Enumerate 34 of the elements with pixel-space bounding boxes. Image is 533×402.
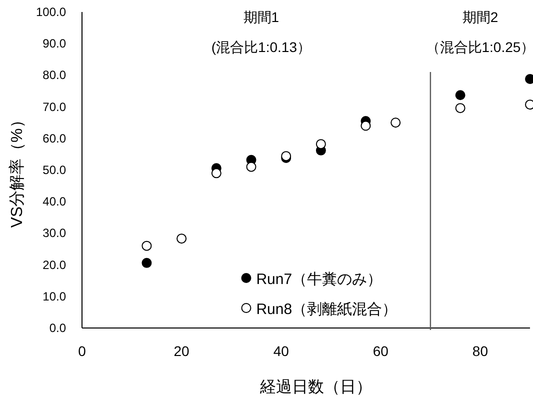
x-tick-label: 0 bbox=[78, 343, 86, 359]
point bbox=[142, 258, 152, 268]
point bbox=[455, 90, 466, 100]
x-tick-label: 80 bbox=[472, 343, 488, 359]
annotation: 期間2 bbox=[462, 9, 498, 25]
y-tick-label: 10.0 bbox=[42, 289, 66, 304]
y-tick-label: 80.0 bbox=[42, 68, 66, 82]
y-tick-label: 40.0 bbox=[42, 194, 66, 209]
point bbox=[211, 168, 222, 178]
y-tick-label: 50.0 bbox=[42, 163, 66, 177]
point bbox=[360, 120, 371, 131]
y-tick-label: 30.0 bbox=[42, 226, 66, 240]
y-tick-label: 100.0 bbox=[36, 5, 66, 19]
annotation: （混合比1:0.25） bbox=[426, 39, 533, 55]
y-axis-title: VS分解率（%） bbox=[8, 112, 26, 228]
point bbox=[246, 162, 256, 172]
y-tick-label: 70.0 bbox=[42, 100, 66, 114]
y-tick-label: 90.0 bbox=[42, 36, 66, 51]
y-tick-label: 60.0 bbox=[42, 131, 66, 146]
x-tick-label: 20 bbox=[174, 343, 190, 359]
x-tick-label: 40 bbox=[273, 343, 290, 359]
annotation: (混合比1:0.13） bbox=[211, 39, 311, 55]
y-tick-label: 20.0 bbox=[42, 258, 66, 272]
x-tick-label: 60 bbox=[372, 343, 389, 359]
y-tick-label: 0.0 bbox=[49, 321, 66, 335]
point bbox=[142, 240, 152, 251]
point bbox=[316, 139, 326, 150]
legend-label: Run8（剥離紙混合） bbox=[256, 301, 398, 318]
annotation: 期間1 bbox=[243, 9, 280, 25]
point bbox=[176, 234, 187, 244]
point bbox=[390, 118, 401, 128]
point bbox=[455, 103, 466, 114]
legend-label: Run7（牛糞のみ） bbox=[256, 271, 382, 288]
x-axis-title: 経過日数（日） bbox=[259, 379, 372, 396]
